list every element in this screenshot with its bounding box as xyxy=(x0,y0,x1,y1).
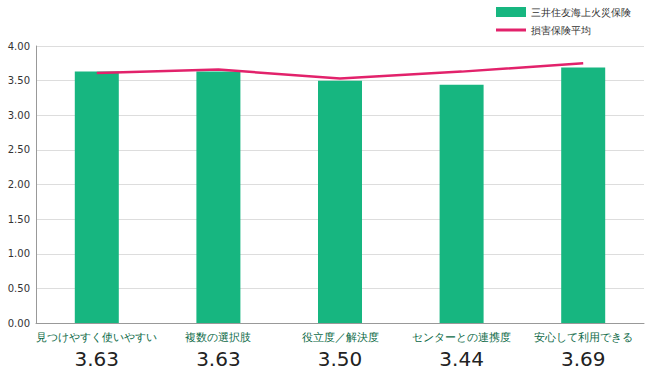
svg-text:3.63: 3.63 xyxy=(196,347,241,371)
svg-text:複数の選択肢: 複数の選択肢 xyxy=(185,331,251,343)
svg-text:安心して利用できる: 安心して利用できる xyxy=(534,331,633,343)
svg-text:見つけやすく使いやすい: 見つけやすく使いやすい xyxy=(36,331,157,344)
svg-text:センターとの連携度: センターとの連携度 xyxy=(412,331,511,343)
svg-text:3.69: 3.69 xyxy=(561,347,606,371)
svg-text:0.00: 0.00 xyxy=(8,318,30,329)
svg-text:損害保険平均: 損害保険平均 xyxy=(531,25,591,36)
svg-text:2.50: 2.50 xyxy=(8,144,30,155)
svg-text:3.00: 3.00 xyxy=(8,110,30,121)
svg-text:2.00: 2.00 xyxy=(8,179,30,190)
svg-text:0.50: 0.50 xyxy=(8,283,30,294)
svg-text:1.00: 1.00 xyxy=(8,248,30,259)
svg-text:4.00: 4.00 xyxy=(8,41,30,52)
svg-text:3.50: 3.50 xyxy=(8,75,30,86)
svg-text:3.44: 3.44 xyxy=(439,347,484,371)
svg-text:三井住友海上火災保険: 三井住友海上火災保険 xyxy=(531,7,631,18)
svg-text:3.63: 3.63 xyxy=(75,347,120,371)
svg-text:1.50: 1.50 xyxy=(8,214,30,225)
svg-text:役立度／解決度: 役立度／解決度 xyxy=(302,331,379,343)
svg-text:3.50: 3.50 xyxy=(318,347,363,371)
